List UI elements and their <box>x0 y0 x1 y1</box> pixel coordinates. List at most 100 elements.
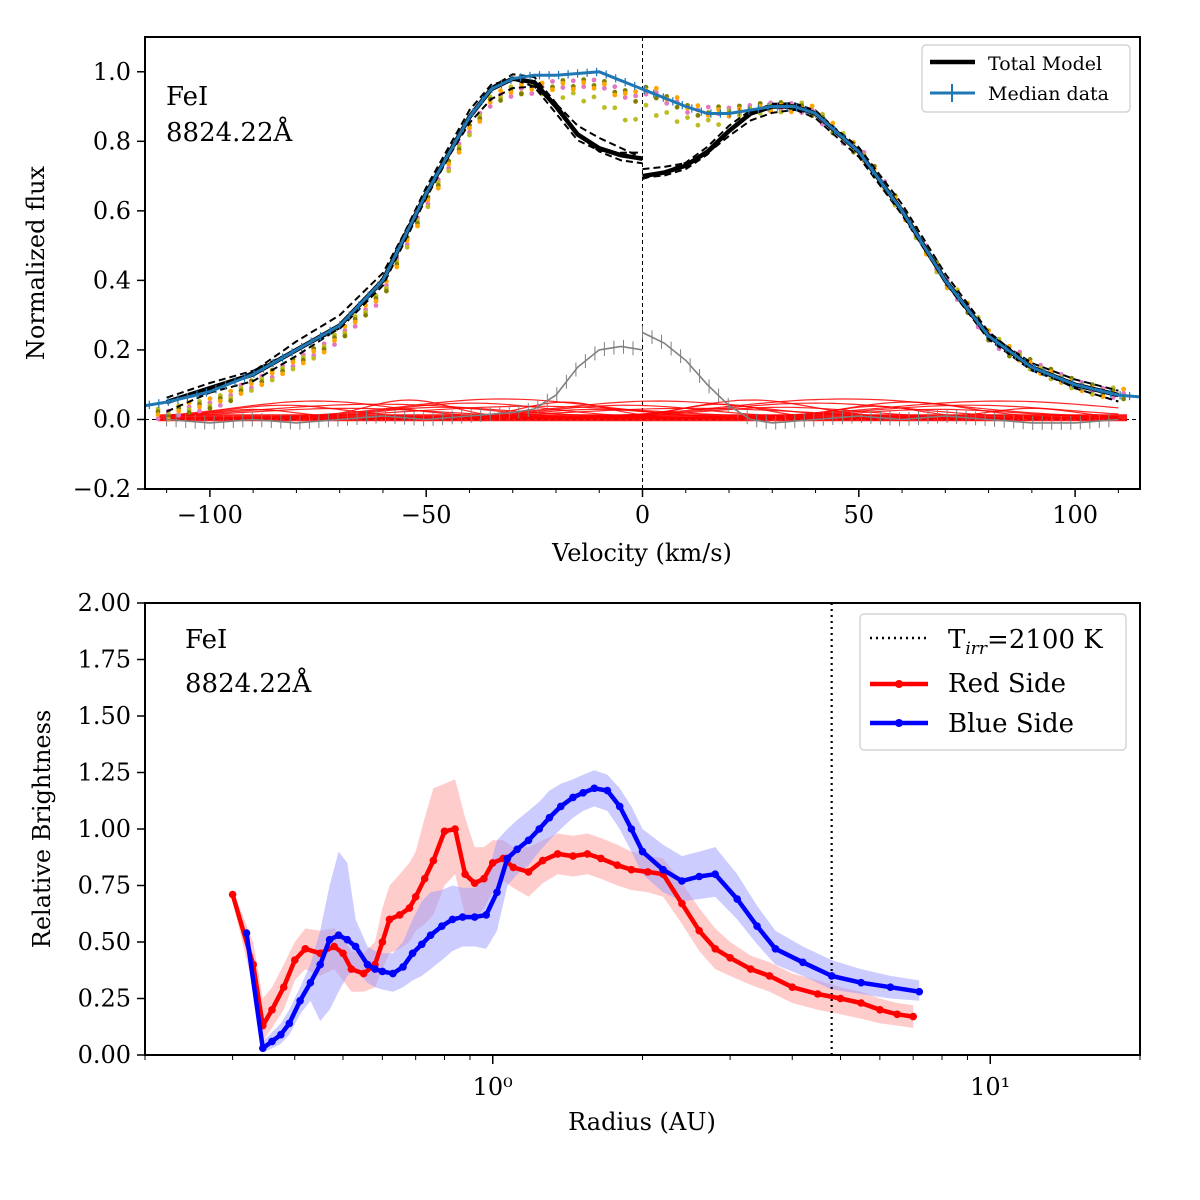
red-side-point <box>359 969 368 978</box>
residual-line-blue <box>166 345 643 424</box>
blue-side-point <box>827 972 836 980</box>
red-side-point <box>627 865 636 874</box>
top-y-tick-label: −0.2 <box>73 475 131 503</box>
top-x-tick-label: 100 <box>1052 501 1098 529</box>
observed-dot <box>508 94 514 99</box>
bottom-legend: Tirr=2100 K Red Side Blue Side <box>859 613 1127 751</box>
legend-red-side-marker <box>895 680 903 688</box>
observed-dot <box>290 359 296 365</box>
bottom-y-tick-label: 0.75 <box>78 872 131 900</box>
model-variation-red <box>642 102 1119 397</box>
observed-dot <box>674 104 680 110</box>
observed-dot <box>363 312 368 318</box>
top-y-tick-label: 0.2 <box>93 336 131 364</box>
blue-side-point <box>493 888 501 897</box>
model-variation-blue <box>166 85 643 413</box>
observed-dot <box>155 416 161 422</box>
observed-dot <box>425 204 431 210</box>
legend-tirr-sub: irr <box>965 639 988 659</box>
red-side-point <box>279 983 288 991</box>
blue-side-point <box>296 997 304 1005</box>
observed-dot <box>290 366 296 372</box>
observed-dot <box>519 91 524 97</box>
red-side-point <box>569 852 577 860</box>
top-y-tick-label: 1.0 <box>93 58 131 86</box>
bottom-x-tick-label: 10⁰ <box>473 1073 513 1101</box>
red-side-point <box>268 1006 276 1014</box>
observed-dot <box>664 100 670 106</box>
top-axis-ticks: −100 −50 0 50 100 −0.2 0.0 0.2 0.4 0.6 0.8 1.0 <box>73 58 1119 529</box>
observed-dot <box>716 122 721 127</box>
red-side-point <box>301 945 310 953</box>
blue-side-point <box>470 913 479 921</box>
blue-side-point <box>627 825 636 833</box>
residual <box>166 325 1119 430</box>
bottom-y-tick-label: 0.50 <box>78 928 131 956</box>
blue-side-point <box>678 877 686 885</box>
model-variation-red <box>642 104 1119 392</box>
red-side-uncertainty-band <box>232 779 914 1042</box>
observed-dot <box>570 78 576 84</box>
red-side-point <box>613 861 622 869</box>
observed-dot <box>591 77 597 83</box>
observed-dot <box>705 117 711 123</box>
red-side-point <box>644 868 652 876</box>
observed-dot <box>477 119 483 124</box>
observed-dot <box>695 103 701 109</box>
observed-dot <box>217 402 223 408</box>
blue-side-point <box>603 786 612 795</box>
red-side-point <box>411 893 420 901</box>
blue-side-point <box>343 935 352 944</box>
observed-dot <box>207 405 213 411</box>
blue-side-point <box>259 1044 267 1052</box>
blue-side-point <box>695 872 703 881</box>
bottom-legend-box <box>859 613 1127 751</box>
blue-side-point <box>711 870 719 878</box>
observed-dot <box>1007 353 1012 359</box>
red-side-point <box>857 999 865 1007</box>
red-side-point <box>395 911 404 919</box>
observed-dot <box>581 98 587 104</box>
blue-side-point <box>557 802 565 811</box>
blue-side-point <box>448 915 457 924</box>
observed-dot <box>1121 386 1126 392</box>
blue-side-point <box>513 845 521 854</box>
red-side-point <box>378 938 387 946</box>
top-plot-area <box>145 37 1140 489</box>
red-side-point <box>876 1006 884 1014</box>
top-annotation-wavelength: 8824.22Å <box>166 116 294 148</box>
bottom-y-tick-label: 1.25 <box>78 759 131 787</box>
observed-dot <box>664 110 670 115</box>
blue-side-point <box>799 958 807 967</box>
blue-side-point <box>915 987 924 996</box>
observed-dot <box>259 382 265 388</box>
observed-dot <box>602 81 607 87</box>
red-side-point <box>711 945 719 953</box>
red-side-point <box>726 954 734 962</box>
observed-dot <box>249 388 254 393</box>
observed-dot <box>591 85 597 91</box>
legend-blue-side-marker <box>895 719 903 727</box>
observed-dot <box>498 98 503 103</box>
top-x-tick-label: −50 <box>401 501 452 529</box>
observed-dot <box>487 99 493 105</box>
red-side-point <box>470 879 479 887</box>
blue-side-point <box>389 969 397 978</box>
red-side-point <box>420 874 429 883</box>
blue-side-point <box>277 1030 285 1039</box>
legend-tirr-label: Tirr=2100 K <box>948 625 1103 659</box>
observed-dot <box>435 185 441 191</box>
blue-side-point <box>363 960 372 969</box>
model-variation-blue <box>166 77 643 404</box>
observed-dot <box>415 223 420 229</box>
blue-side-point <box>285 1019 294 1028</box>
red-side-point <box>347 965 356 973</box>
red-side-point <box>405 904 414 912</box>
observed-dot <box>622 90 628 96</box>
observed-dot <box>695 122 701 128</box>
red-side-point <box>788 983 797 991</box>
blue-side-point <box>418 940 426 949</box>
observed-dot <box>342 333 348 339</box>
blue-side-point <box>458 913 467 921</box>
